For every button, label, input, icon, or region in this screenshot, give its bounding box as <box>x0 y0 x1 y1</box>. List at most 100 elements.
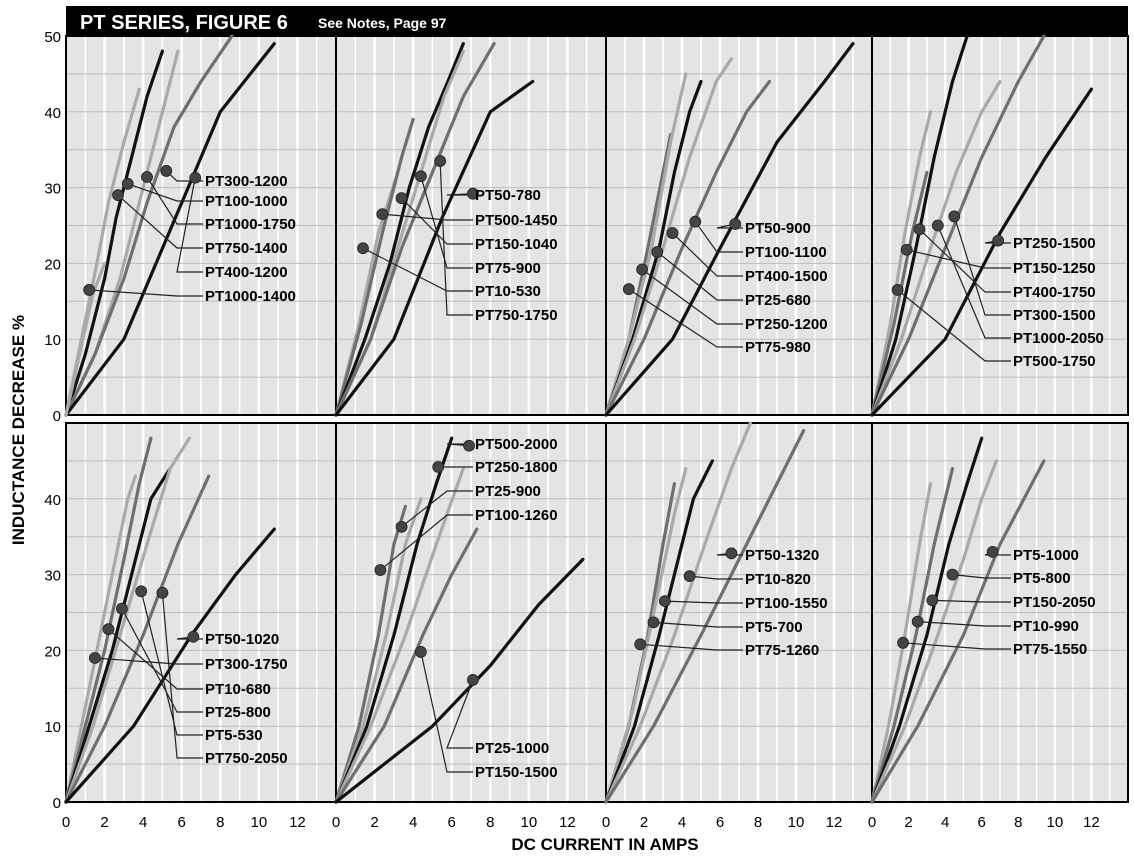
y-tick-label: 50 <box>44 29 61 46</box>
x-tick-label: 4 <box>139 814 147 831</box>
x-axis-label: DC CURRENT IN AMPS <box>511 835 698 854</box>
series-marker <box>357 242 369 255</box>
series-marker <box>891 284 904 296</box>
x-tick-label: 8 <box>486 814 494 831</box>
leader-line <box>952 574 1011 579</box>
series-line-pt1000-2050 <box>870 34 1046 417</box>
series-label: PT50-900 <box>745 220 811 237</box>
series-label: PT750-1400 <box>205 240 288 257</box>
series-label: PT150-1500 <box>475 764 558 781</box>
leader-line <box>420 176 473 269</box>
chart-panel-6: 0 2 4 6 8 10 12 PT500-2000 PT250-1800 PT25-900 PT1… <box>332 422 607 831</box>
series-marker <box>636 263 648 276</box>
series-label: PT250-1800 <box>475 459 558 476</box>
series-marker <box>467 674 479 686</box>
series-label: PT10-530 <box>475 283 541 300</box>
series-label: PT10-990 <box>1013 618 1079 635</box>
leader-line <box>382 213 473 221</box>
leader-line <box>446 679 474 749</box>
leader-line <box>953 216 1011 316</box>
leader-line <box>919 228 1011 293</box>
leader-line <box>446 193 473 196</box>
x-tick-label: 0 <box>332 814 340 831</box>
chart-title: PT SERIES, FIGURE 6 <box>80 12 288 34</box>
series-line-pt75-1260 <box>604 429 806 804</box>
series-label: PT25-1000 <box>475 740 549 757</box>
x-tick-label: 4 <box>941 814 949 831</box>
series-label: PT100-1260 <box>475 507 558 524</box>
y-tick-label: 30 <box>44 181 61 198</box>
series-marker <box>187 630 200 643</box>
series-marker <box>434 155 447 167</box>
chart-panel-5: 0 10 20 30 40 0 2 4 6 8 10 12 PT50-1020 PT300-1750 PT1… <box>44 422 337 831</box>
series-line-pt5-700 <box>604 421 753 804</box>
series-label: PT25-800 <box>205 704 271 721</box>
series-line-pt10-820 <box>604 466 688 804</box>
leader-line <box>380 514 473 571</box>
series-marker <box>463 439 475 452</box>
series-marker <box>634 638 647 651</box>
series-marker <box>651 246 664 258</box>
series-line-pt100-1260 <box>334 466 465 804</box>
series-label: PT250-1200 <box>745 316 828 333</box>
series-label: PT300-1500 <box>1013 307 1096 324</box>
series-marker <box>897 636 909 649</box>
series-line-pt25-900 <box>334 436 454 804</box>
series-label: PT10-680 <box>205 681 271 698</box>
series-marker <box>395 192 408 205</box>
series-marker <box>986 545 999 558</box>
series-line-pt150-1040 <box>334 41 465 417</box>
series-label: PT1000-2050 <box>1013 330 1104 347</box>
x-tick-label: 2 <box>640 814 648 831</box>
series-label: PT750-2050 <box>205 750 288 767</box>
x-tick-label: 12 <box>289 814 306 831</box>
series-label: PT50-780 <box>475 187 541 204</box>
x-tick-label: 12 <box>559 814 576 831</box>
leader-line <box>161 592 203 759</box>
series-line-pt25-1000 <box>334 527 479 804</box>
chart-panel-8: 0 2 4 6 8 10 12 PT5-1000 PT5-800 PT150-2050 PT10-9… <box>868 422 1129 831</box>
series-line-pt100-1000 <box>64 49 164 417</box>
series-marker <box>374 564 387 576</box>
chart-panel-2: PT50-780 PT500-1450 PT150-1040 PT75-900 PT10… <box>334 35 607 417</box>
series-line-pt10-990 <box>870 459 998 804</box>
series-line-pt500-2000 <box>334 504 407 804</box>
series-line-pt750-1400 <box>64 34 234 417</box>
leader-line <box>127 183 203 202</box>
series-line-pt300-1750 <box>64 436 153 804</box>
leader-line <box>439 161 473 316</box>
y-axis-label: INDUCTANCE DECREASE % <box>9 315 28 545</box>
series-line-pt250-1800 <box>334 497 423 804</box>
series-marker <box>432 461 445 473</box>
leader-line <box>176 177 203 273</box>
y-tick-label: 40 <box>44 105 61 122</box>
series-line-pt1000-1400 <box>64 261 107 417</box>
x-tick-label: 2 <box>100 814 108 831</box>
series-label: PT100-1550 <box>745 595 828 612</box>
leader-line <box>672 232 743 277</box>
series-marker <box>622 283 635 296</box>
x-tick-label: 6 <box>716 814 724 831</box>
series-marker <box>900 243 913 256</box>
series-marker <box>414 170 427 183</box>
series-marker <box>666 227 679 239</box>
series-line-pt250-1200 <box>604 79 772 417</box>
chart-note: See Notes, Page 97 <box>318 15 447 31</box>
series-marker <box>659 595 671 608</box>
series-marker <box>725 547 738 560</box>
series-label: PT75-980 <box>745 339 811 356</box>
series-label: PT500-1450 <box>475 212 558 229</box>
chart-panel-3: PT50-900 PT100-1100 PT400-1500 PT25-680 PT25… <box>604 35 873 417</box>
leader-line <box>117 194 203 249</box>
series-label: PT1000-1750 <box>205 216 296 233</box>
chart-panel-4: PT250-1500 PT150-1250 PT400-1750 PT300-1500… <box>870 34 1129 417</box>
series-marker <box>926 594 939 607</box>
series-line-pt500-1750 <box>870 87 1094 417</box>
x-tick-label: 0 <box>62 814 70 831</box>
y-tick-label: 40 <box>44 492 61 509</box>
series-line-pt10-530 <box>334 41 496 417</box>
series-marker <box>414 646 427 658</box>
series-label: PT150-2050 <box>1013 594 1096 611</box>
leader-line <box>420 651 473 773</box>
x-tick-label: 4 <box>409 814 417 831</box>
